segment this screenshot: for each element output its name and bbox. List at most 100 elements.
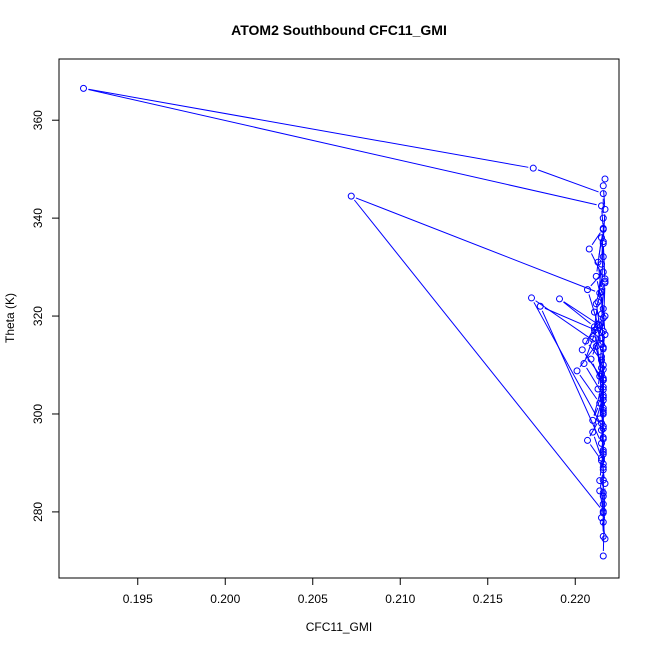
series-line-segment <box>603 190 606 205</box>
data-point <box>599 365 607 373</box>
x-tick-label: 0.215 <box>473 592 503 606</box>
series-line-segment <box>88 88 597 206</box>
x-axis-label: CFC11_GMI <box>306 620 372 634</box>
series-line-segment <box>598 267 602 287</box>
data-point <box>599 425 607 433</box>
data-point <box>601 312 609 320</box>
series-line-segment <box>601 353 604 364</box>
x-tick-label: 0.200 <box>210 592 240 606</box>
series-line-segment <box>353 199 601 508</box>
data-point <box>536 302 544 310</box>
series-line-segment <box>535 300 600 345</box>
series-line-segment <box>602 287 606 327</box>
data-point <box>584 436 591 444</box>
data-point <box>598 400 605 408</box>
data-point <box>601 275 609 283</box>
data-point <box>529 164 537 172</box>
data-point <box>598 329 605 337</box>
data-series <box>80 84 609 560</box>
data-point <box>596 289 604 297</box>
data-point <box>598 364 605 372</box>
chart-title: ATOM2 Southbound CFC11_GMI <box>231 22 447 38</box>
data-point <box>599 509 607 517</box>
series-line-segment <box>579 374 598 400</box>
data-point <box>599 500 607 508</box>
data-point <box>594 298 602 306</box>
data-point <box>599 253 607 261</box>
data-point <box>599 268 607 276</box>
data-point <box>592 272 600 280</box>
data-point <box>596 321 604 329</box>
data-point <box>599 214 607 222</box>
series-line-segment <box>584 353 601 377</box>
data-point <box>591 308 598 316</box>
data-point <box>599 182 607 190</box>
series-line-segment <box>537 169 599 193</box>
data-point <box>599 463 607 471</box>
y-tick-label: 300 <box>31 404 45 424</box>
data-point <box>598 260 605 268</box>
series-line-segment <box>563 301 591 325</box>
data-point <box>599 238 607 246</box>
data-point <box>596 487 604 495</box>
x-tick-label: 0.220 <box>560 592 590 606</box>
data-point <box>599 240 607 248</box>
data-point <box>599 448 607 456</box>
data-point <box>599 446 607 454</box>
y-tick-label: 360 <box>31 110 45 130</box>
data-point <box>578 346 586 354</box>
data-point <box>594 258 602 266</box>
data-point <box>598 356 605 364</box>
data-point <box>347 192 355 200</box>
data-point <box>599 450 607 458</box>
y-axis: 280 300 320 340 360 <box>31 110 60 522</box>
data-point <box>589 335 597 343</box>
data-point <box>599 343 607 351</box>
x-axis: 0.195 0.200 0.205 0.210 0.215 0.220 <box>123 577 591 606</box>
data-point <box>599 393 607 401</box>
series-line-segment <box>593 436 601 454</box>
x-tick-label: 0.205 <box>298 592 328 606</box>
data-point <box>599 404 607 412</box>
series-line-segment <box>585 328 597 360</box>
series-line-segment <box>544 307 598 332</box>
series-line-segment <box>588 344 599 357</box>
data-point <box>591 326 598 334</box>
data-point <box>528 294 535 302</box>
data-point <box>599 190 607 198</box>
data-point <box>598 353 605 361</box>
data-point <box>601 175 609 183</box>
x-tick-label: 0.210 <box>385 592 415 606</box>
data-point <box>599 518 607 526</box>
data-point <box>599 552 607 560</box>
series-line-segment <box>590 275 601 287</box>
data-point <box>599 433 607 441</box>
series-line-segment <box>355 197 596 292</box>
data-point <box>580 360 588 368</box>
series-line-segment <box>601 383 604 399</box>
data-point <box>599 383 607 391</box>
data-point <box>599 305 607 313</box>
data-point <box>556 295 563 303</box>
series-line-segment <box>591 232 601 246</box>
data-point <box>582 337 590 345</box>
data-point <box>599 532 607 540</box>
data-point <box>599 407 607 415</box>
data-point <box>598 514 605 522</box>
data-point <box>596 415 604 423</box>
data-point <box>599 460 607 468</box>
series-line-segment <box>601 210 604 225</box>
series-line-segment <box>541 310 600 439</box>
y-tick-label: 340 <box>31 208 45 228</box>
y-axis-label: Theta (K) <box>3 293 17 343</box>
x-tick-label: 0.195 <box>123 592 153 606</box>
data-point <box>598 426 605 434</box>
data-point <box>584 286 591 294</box>
data-point <box>596 477 604 485</box>
series-line-segment <box>533 302 602 425</box>
data-point <box>589 416 597 424</box>
y-tick-label: 280 <box>31 502 45 522</box>
data-point <box>587 355 595 363</box>
